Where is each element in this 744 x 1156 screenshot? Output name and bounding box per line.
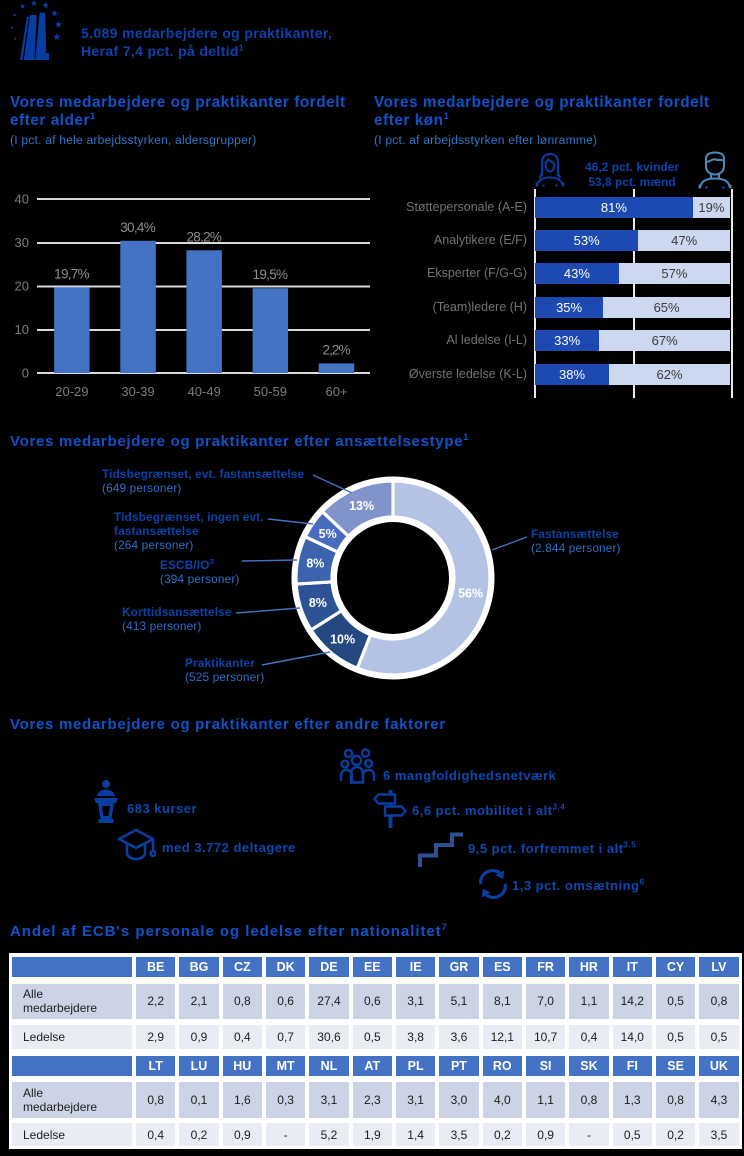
svg-text:40: 40: [15, 192, 29, 207]
svg-text:5%: 5%: [319, 527, 337, 541]
svg-text:28,2%: 28,2%: [186, 229, 222, 244]
svg-text:30,4%: 30,4%: [120, 220, 156, 235]
svg-text:60+: 60+: [325, 384, 347, 399]
svg-text:10%: 10%: [330, 632, 355, 646]
svg-text:13%: 13%: [349, 499, 374, 513]
svg-text:19,5%: 19,5%: [253, 267, 289, 282]
svg-text:20: 20: [15, 279, 29, 294]
svg-text:19,7%: 19,7%: [54, 266, 90, 281]
svg-text:20-29: 20-29: [55, 384, 88, 399]
svg-text:8%: 8%: [309, 596, 327, 610]
svg-text:30-39: 30-39: [121, 384, 154, 399]
svg-text:40-49: 40-49: [188, 384, 221, 399]
svg-text:8%: 8%: [306, 557, 324, 571]
svg-text:50-59: 50-59: [254, 384, 287, 399]
svg-text:30: 30: [15, 235, 29, 250]
svg-text:10: 10: [15, 322, 29, 337]
svg-text:2,2%: 2,2%: [323, 342, 351, 357]
svg-text:56%: 56%: [458, 586, 483, 600]
svg-text:0: 0: [22, 366, 29, 381]
